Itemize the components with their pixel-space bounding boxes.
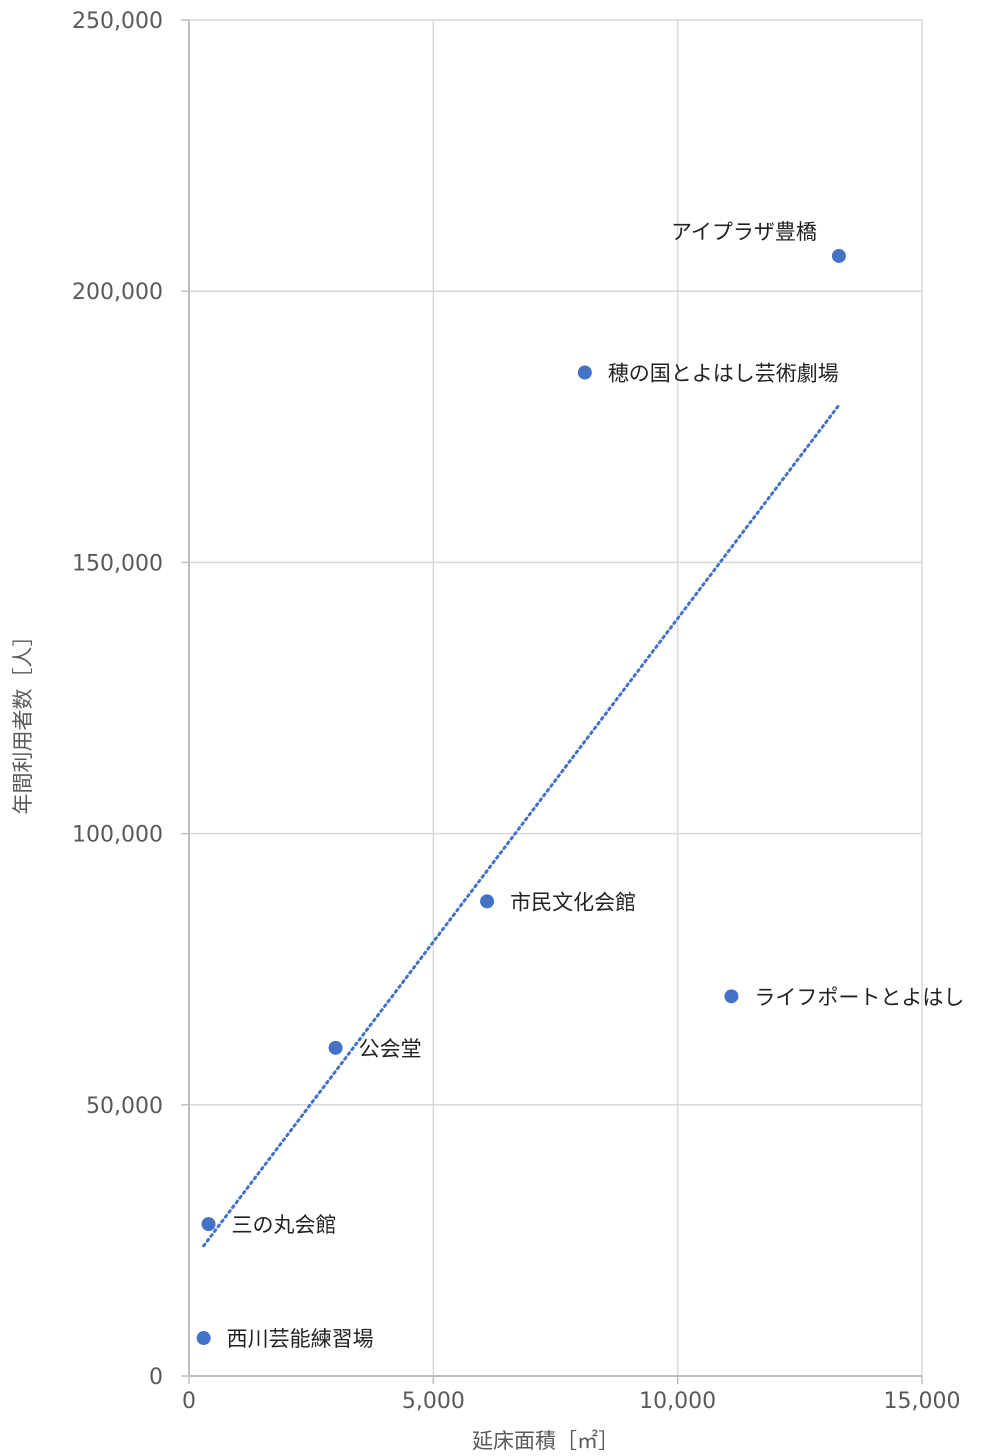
y-axis-ticks: 0 50,000 100,000 150,000 200,000 250,000 bbox=[72, 9, 189, 1390]
data-point-label: アイプラザ豊橋 bbox=[671, 220, 817, 244]
trendline bbox=[202, 403, 841, 1248]
data-point bbox=[201, 1217, 216, 1232]
y-tick-label: 50,000 bbox=[86, 1094, 163, 1119]
x-tick-label: 5,000 bbox=[402, 1389, 465, 1414]
data-point-label: 市民文化会館 bbox=[510, 890, 636, 914]
data-point bbox=[480, 894, 495, 909]
data-point-label: 公会堂 bbox=[359, 1037, 422, 1061]
data-labels: アイプラザ豊橋穂の国とよはし芸術劇場市民文化会館ライフポートとよはし公会堂三の丸… bbox=[227, 220, 965, 1351]
data-points bbox=[196, 248, 846, 1346]
horizontal-gridlines bbox=[189, 19, 922, 1106]
data-point-label: 三の丸会館 bbox=[232, 1213, 337, 1237]
y-axis-title: 年間利用者数［人］ bbox=[11, 626, 35, 815]
y-tick-label: 250,000 bbox=[72, 9, 163, 34]
data-point bbox=[328, 1040, 343, 1055]
y-tick-label: 150,000 bbox=[72, 551, 163, 576]
data-point bbox=[724, 989, 739, 1004]
vertical-gridlines bbox=[432, 20, 923, 1376]
y-tick-label: 0 bbox=[149, 1365, 163, 1390]
x-tick-label: 10,000 bbox=[639, 1389, 716, 1414]
data-point bbox=[577, 365, 592, 380]
x-axis-ticks: 0 5,000 10,000 15,000 bbox=[182, 1376, 960, 1414]
y-tick-label: 200,000 bbox=[72, 280, 163, 305]
data-point bbox=[831, 248, 846, 263]
x-tick-label: 0 bbox=[182, 1389, 196, 1414]
data-point-label: 西川芸能練習場 bbox=[227, 1327, 374, 1351]
y-tick-label: 100,000 bbox=[72, 823, 163, 848]
data-point bbox=[196, 1331, 211, 1346]
x-axis-title: 延床面積［㎡］ bbox=[472, 1429, 619, 1453]
data-point-label: 穂の国とよはし芸術劇場 bbox=[608, 362, 839, 386]
data-point-label: ライフポートとよはし bbox=[754, 985, 964, 1009]
x-tick-label: 15,000 bbox=[884, 1389, 961, 1414]
